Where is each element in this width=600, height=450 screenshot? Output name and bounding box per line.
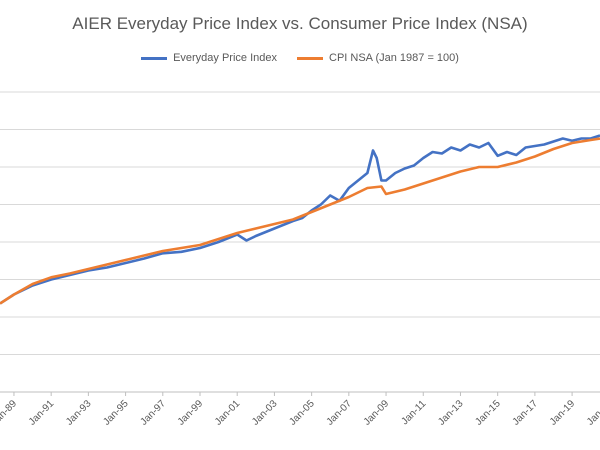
x-tick-label: Jan-21 xyxy=(585,398,600,428)
x-tick-label: Jan-99 xyxy=(176,398,206,428)
x-tick-label: Jan-17 xyxy=(511,398,541,428)
x-tick-label: Jan-03 xyxy=(250,398,280,428)
x-tick-label: Jan-89 xyxy=(0,398,19,428)
x-tick-label: Jan-01 xyxy=(213,398,243,428)
series-line-cpi-nsa xyxy=(0,137,600,305)
x-tick-label: Jan-07 xyxy=(325,398,355,428)
x-tick-label: Jan-13 xyxy=(436,398,466,428)
x-tick-label: Jan-91 xyxy=(27,398,57,428)
x-tick-label: Jan-09 xyxy=(362,398,392,428)
series-line-everyday-price-index xyxy=(0,134,600,305)
x-tick-label: Jan-05 xyxy=(287,398,317,428)
x-tick-label: Jan-93 xyxy=(64,398,94,428)
legend: Everyday Price Index CPI NSA (Jan 1987 =… xyxy=(0,52,600,64)
gridlines xyxy=(0,91,600,393)
legend-swatch-cpi xyxy=(297,56,323,60)
legend-swatch-everyday xyxy=(141,56,168,60)
x-tick-label: Jan-95 xyxy=(101,398,131,428)
legend-label-cpi: CPI NSA (Jan 1987 = 100) xyxy=(329,52,459,64)
x-tick-label: Jan-97 xyxy=(139,398,169,428)
x-axis-ticks: Jan-89 Jan-91 Jan-93 Jan-95 Jan-97 Jan-99 Jan-… xyxy=(0,392,600,428)
series-group xyxy=(0,134,600,305)
x-tick-label: Jan-19 xyxy=(548,398,578,428)
legend-label-everyday: Everyday Price Index xyxy=(173,52,277,64)
chart-title: AIER Everyday Price Index vs. Consumer P… xyxy=(72,14,528,33)
x-tick-label: Jan-15 xyxy=(473,398,503,428)
legend-item-everyday: Everyday Price Index xyxy=(141,52,277,64)
legend-item-cpi: CPI NSA (Jan 1987 = 100) xyxy=(297,52,459,64)
x-tick-label: Jan-11 xyxy=(399,398,428,427)
